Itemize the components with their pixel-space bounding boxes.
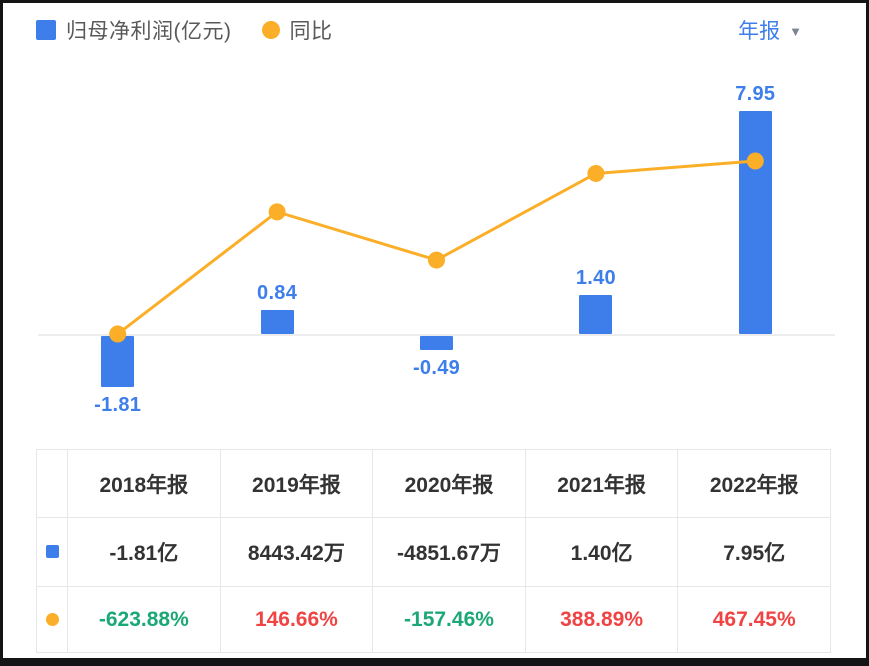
- financials-table: 2018年报 2019年报 2020年报 2021年报 2022年报 -1.81…: [36, 449, 831, 653]
- period-selector[interactable]: 年报 ▼: [738, 15, 802, 45]
- profit-bar-2021年报[interactable]: [579, 294, 613, 334]
- yoy-line: [109, 152, 764, 343]
- legend-yoy-label: 同比: [289, 20, 333, 43]
- profit-cell-2022: 7.95亿: [677, 517, 831, 587]
- bar-value-label: 1.40: [575, 266, 616, 289]
- col-header-2018: 2018年报: [67, 449, 221, 518]
- yoy-point-2018年报[interactable]: [109, 325, 127, 343]
- period-selector-label: 年报: [738, 20, 781, 43]
- chevron-down-icon: ▼: [789, 24, 802, 39]
- legend-profit-label: 归母净利润(亿元): [66, 20, 232, 43]
- yoy-cell-2020: -157.46%: [372, 586, 526, 653]
- legend-item-profit[interactable]: 归母净利润(亿元): [36, 15, 232, 45]
- col-header-2021: 2021年报: [524, 449, 679, 518]
- orange-dot-icon: [261, 21, 280, 39]
- profit-cell-2020: -4851.67万: [372, 517, 526, 587]
- profit-cell-2019: 8443.42万: [219, 517, 374, 587]
- zero-axis-line: [38, 334, 835, 336]
- profit-bar-2020年报[interactable]: [420, 336, 453, 350]
- yoy-cell-2021: 388.89%: [524, 586, 679, 653]
- table-header-row: 2018年报 2019年报 2020年报 2021年报 2022年报: [36, 449, 831, 518]
- profit-yoy-chart: -1.81 0.84 -0.49 1.40 7.95: [3, 3, 866, 449]
- yoy-cell-2019: 146.66%: [219, 586, 374, 653]
- yoy-cell-2018: -623.88%: [67, 586, 221, 653]
- yoy-point-2022年报[interactable]: [746, 152, 764, 170]
- bar-value-label: -1.81: [94, 393, 142, 416]
- profit-bar-2018年报[interactable]: [101, 336, 135, 387]
- col-header-2022: 2022年报: [677, 449, 831, 518]
- chart-header: 归母净利润(亿元) 同比 年报 ▼: [36, 15, 836, 45]
- yoy-point-2020年报[interactable]: [428, 251, 445, 269]
- profit-cell-2018: -1.81亿: [67, 517, 221, 587]
- yoy-point-2021年报[interactable]: [587, 164, 605, 182]
- profit-cell-2021: 1.40亿: [524, 517, 679, 587]
- blue-square-icon: [45, 545, 59, 558]
- profit-bar-2019年报[interactable]: [260, 310, 294, 334]
- col-header-2019: 2019年报: [219, 449, 374, 518]
- bar-value-label: 7.95: [735, 83, 776, 105]
- table-corner-cell: [36, 449, 68, 518]
- yoy-row-icon-cell: [36, 586, 68, 653]
- profit-row: -1.81亿 8443.42万 -4851.67万 1.40亿 7.95亿: [36, 517, 831, 587]
- yoy-row: -623.88% 146.66% -157.46% 388.89% 467.45…: [36, 586, 831, 653]
- profit-bar-2022年报[interactable]: [738, 111, 772, 334]
- blue-square-icon: [36, 20, 56, 40]
- legend-item-yoy[interactable]: 同比: [261, 15, 333, 45]
- yoy-line-path: [116, 159, 756, 336]
- orange-dot-icon: [45, 612, 59, 626]
- profit-row-icon-cell: [36, 517, 68, 587]
- yoy-point-2019年报[interactable]: [268, 203, 286, 221]
- col-header-2020: 2020年报: [372, 449, 526, 518]
- bar-value-label: -0.49: [412, 356, 461, 379]
- bar-value-label: 0.84: [257, 282, 298, 305]
- yoy-cell-2022: 467.45%: [677, 586, 831, 653]
